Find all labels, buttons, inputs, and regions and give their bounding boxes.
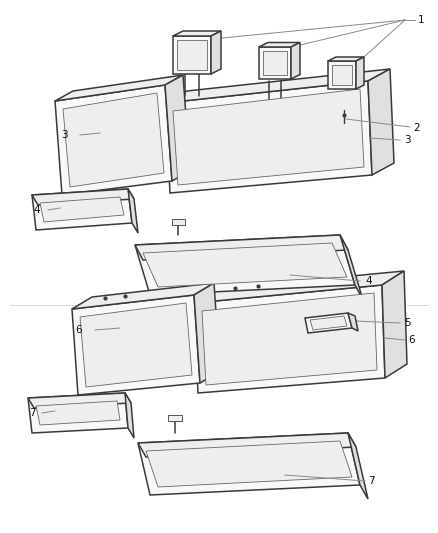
Polygon shape	[348, 433, 368, 499]
Polygon shape	[72, 295, 200, 395]
Text: 4: 4	[365, 276, 371, 286]
Polygon shape	[194, 285, 385, 393]
Polygon shape	[259, 43, 300, 47]
Polygon shape	[146, 441, 352, 487]
Polygon shape	[72, 283, 214, 309]
Text: 3: 3	[61, 130, 68, 140]
Polygon shape	[138, 433, 356, 457]
Polygon shape	[143, 243, 347, 287]
Polygon shape	[194, 271, 404, 303]
Polygon shape	[348, 313, 358, 331]
Polygon shape	[305, 313, 352, 333]
Polygon shape	[382, 271, 407, 378]
Polygon shape	[125, 393, 134, 438]
Polygon shape	[340, 235, 363, 300]
Polygon shape	[356, 57, 364, 89]
Polygon shape	[177, 40, 207, 70]
Polygon shape	[168, 415, 182, 421]
Polygon shape	[28, 393, 131, 408]
Polygon shape	[63, 93, 164, 187]
Polygon shape	[165, 69, 390, 103]
Polygon shape	[173, 36, 211, 74]
Polygon shape	[80, 303, 192, 387]
Text: 5: 5	[404, 318, 411, 328]
Polygon shape	[211, 31, 221, 74]
Polygon shape	[138, 433, 360, 495]
Polygon shape	[194, 283, 220, 383]
Polygon shape	[328, 61, 356, 89]
Polygon shape	[165, 81, 372, 193]
Text: 7: 7	[368, 476, 374, 486]
Polygon shape	[310, 316, 347, 330]
Polygon shape	[28, 393, 128, 433]
Text: 6: 6	[408, 335, 415, 345]
Polygon shape	[55, 85, 172, 195]
Polygon shape	[165, 75, 190, 181]
Polygon shape	[173, 89, 364, 185]
Text: 1: 1	[418, 15, 424, 25]
Text: 6: 6	[75, 325, 82, 335]
Polygon shape	[172, 219, 185, 225]
Polygon shape	[32, 189, 134, 205]
Text: 7: 7	[29, 408, 36, 418]
Polygon shape	[128, 189, 138, 233]
Polygon shape	[368, 69, 394, 175]
Polygon shape	[259, 47, 291, 79]
Polygon shape	[291, 43, 300, 79]
Polygon shape	[135, 235, 348, 260]
Text: 3: 3	[404, 135, 411, 145]
Polygon shape	[332, 65, 352, 85]
Polygon shape	[173, 31, 221, 36]
Text: 4: 4	[33, 205, 40, 215]
Polygon shape	[202, 293, 377, 385]
Text: 2: 2	[413, 123, 420, 133]
Polygon shape	[135, 235, 355, 295]
Polygon shape	[40, 197, 124, 222]
Polygon shape	[263, 51, 287, 75]
Polygon shape	[36, 401, 120, 425]
Polygon shape	[328, 57, 364, 61]
Polygon shape	[32, 189, 132, 230]
Polygon shape	[55, 75, 183, 101]
